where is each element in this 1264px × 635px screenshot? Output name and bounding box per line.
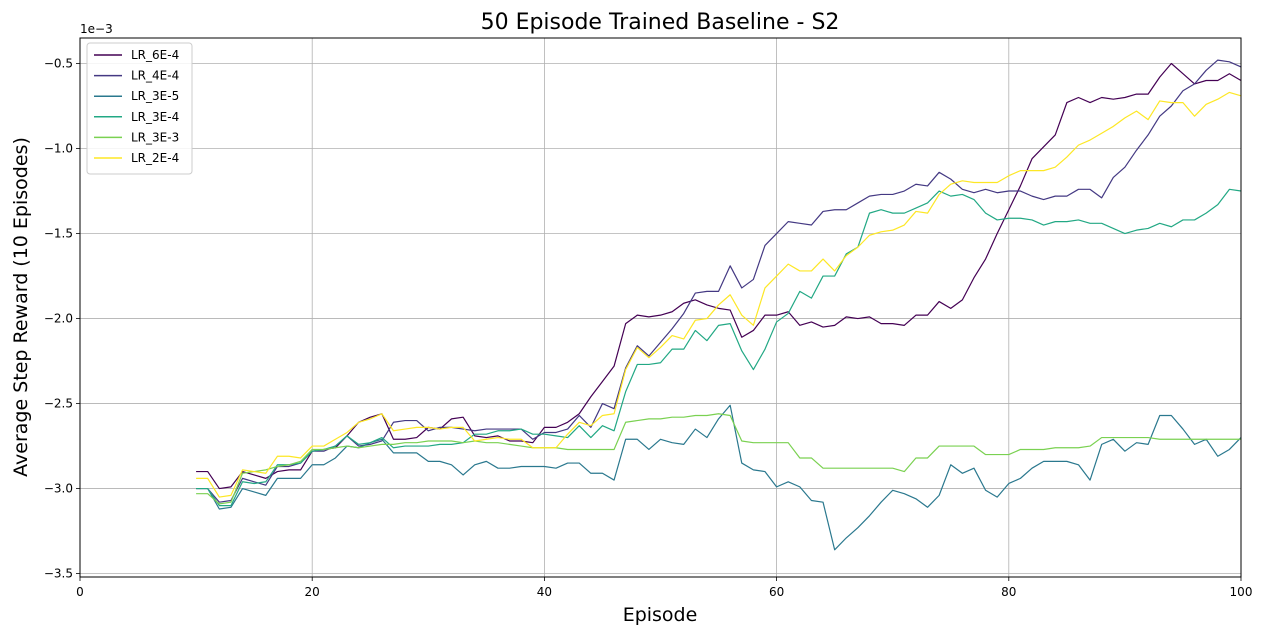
y-axis-title: Average Step Reward (10 Episodes) xyxy=(10,137,32,477)
legend: LR_6E-4 LR_4E-4 LR_3E-5 LR_3E-4 LR_3E-3 LR_2E… xyxy=(86,42,193,175)
y-tick-label: −3.0 xyxy=(44,482,73,496)
plot-frame xyxy=(79,37,1242,578)
series-lines xyxy=(196,59,1242,551)
legend-label: LR_3E-5 xyxy=(131,89,179,103)
y-tick-label: −0.5 xyxy=(44,57,73,71)
y-axis-ticks: −3.5 −3.0 −2.5 −2.0 −1.5 −1.0 −0.5 xyxy=(44,57,80,581)
x-tick-label: 40 xyxy=(537,585,552,599)
series-line-lr-6e-4 xyxy=(196,62,1242,490)
y-tick-label: −1.0 xyxy=(44,142,73,156)
grid-lines xyxy=(79,38,1242,577)
legend-label: LR_3E-3 xyxy=(131,130,179,144)
y-tick-label: −2.0 xyxy=(44,312,73,326)
y-tick-label: −1.5 xyxy=(44,227,73,241)
series-line-lr-3e-4 xyxy=(196,188,1242,507)
x-axis-title: Episode xyxy=(623,604,698,626)
x-tick-label: 20 xyxy=(305,585,320,599)
y-tick-label: −3.5 xyxy=(44,567,73,581)
legend-label: LR_3E-4 xyxy=(131,110,179,124)
legend-label: LR_4E-4 xyxy=(131,69,179,83)
x-tick-label: 0 xyxy=(76,585,84,599)
legend-label: LR_6E-4 xyxy=(131,48,179,62)
series-line-lr-3e-3 xyxy=(196,413,1241,505)
x-tick-label: 80 xyxy=(1001,585,1016,599)
series-line-lr-4e-4 xyxy=(196,59,1242,503)
series-line-lr-2e-4 xyxy=(196,91,1242,498)
y-axis-offset-label: 1e−3 xyxy=(80,22,113,36)
x-tick-label: 100 xyxy=(1230,585,1253,599)
legend-label: LR_2E-4 xyxy=(131,151,179,165)
x-tick-label: 60 xyxy=(769,585,784,599)
chart-title: 50 Episode Trained Baseline - S2 xyxy=(481,10,840,35)
x-axis-ticks: 0 20 40 60 80 100 xyxy=(76,577,1252,599)
y-tick-label: −2.5 xyxy=(44,397,73,411)
